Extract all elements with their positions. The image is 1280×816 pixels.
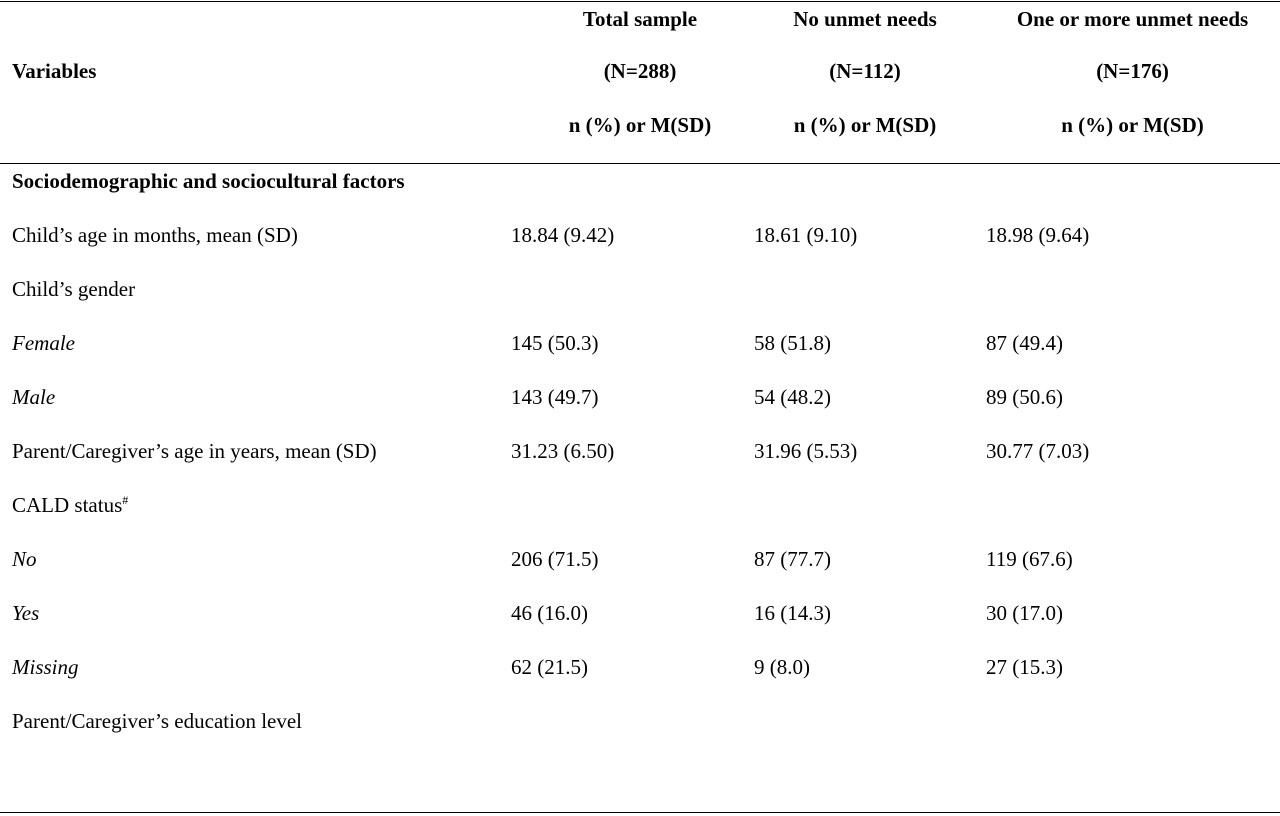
row-label-female: Female: [12, 331, 75, 355]
cell-female-one-or-more: 87 (49.4): [986, 331, 1063, 355]
header-no-unmet-stat: n (%) or M(SD): [793, 113, 937, 137]
cell-no-no-unmet: 87 (77.7): [754, 547, 831, 571]
cell-missing-no-unmet: 9 (8.0): [754, 655, 810, 679]
table-bottom-rule: [0, 812, 1280, 813]
row-label-caregiver-age: Parent/Caregiver’s age in years, mean (S…: [12, 439, 377, 463]
header-total-sample: Total sample: [582, 7, 698, 31]
header-variables: Variables: [12, 59, 97, 83]
cell-caregiver-age-one-or-more: 30.77 (7.03): [986, 439, 1090, 463]
row-label-male: Male: [12, 385, 56, 409]
cell-male-one-or-more: 89 (50.6): [986, 385, 1063, 409]
cell-child-age-one-or-more: 18.98 (9.64): [986, 223, 1090, 247]
row-label-no: No: [12, 547, 37, 571]
cell-yes-total: 46 (16.0): [511, 601, 588, 625]
cell-missing-one-or-more: 27 (15.3): [986, 655, 1063, 679]
cell-female-no-unmet: 58 (51.8): [754, 331, 831, 355]
header-one-or-more-stat: n (%) or M(SD): [1061, 113, 1204, 137]
row-label-missing: Missing: [12, 655, 79, 679]
cell-no-total: 206 (71.5): [511, 547, 599, 571]
row-label-caregiver-education: Parent/Caregiver’s education level: [12, 709, 303, 733]
cell-caregiver-age-no-unmet: 31.96 (5.53): [754, 439, 858, 463]
section-title: Sociodemographic and sociocultural facto…: [12, 169, 405, 193]
cell-caregiver-age-total: 31.23 (6.50): [511, 439, 615, 463]
row-label-cald-status: CALD status#: [12, 493, 128, 517]
cald-status-text: CALD status: [12, 493, 123, 517]
row-label-child-gender: Child’s gender: [12, 277, 136, 301]
cell-male-no-unmet: 54 (48.2): [754, 385, 831, 409]
header-bottom-rule: [0, 163, 1280, 164]
cell-child-age-no-unmet: 18.61 (9.10): [754, 223, 858, 247]
cell-female-total: 145 (50.3): [511, 331, 599, 355]
header-total-stat: n (%) or M(SD): [568, 113, 712, 137]
cell-no-one-or-more: 119 (67.6): [986, 547, 1073, 571]
header-one-or-more-unmet-needs: One or more unmet needs: [1016, 7, 1249, 31]
row-label-yes: Yes: [12, 601, 40, 625]
cell-child-age-total: 18.84 (9.42): [511, 223, 615, 247]
cell-missing-total: 62 (21.5): [511, 655, 588, 679]
cell-male-total: 143 (49.7): [511, 385, 599, 409]
header-one-or-more-n: (N=176): [1096, 59, 1169, 83]
header-no-unmet-n: (N=112): [829, 59, 901, 83]
cell-yes-no-unmet: 16 (14.3): [754, 601, 831, 625]
row-label-child-age: Child’s age in months, mean (SD): [12, 223, 298, 247]
table-top-rule: [0, 1, 1280, 2]
header-no-unmet-needs: No unmet needs: [793, 7, 937, 31]
header-total-n: (N=288): [603, 59, 677, 83]
cald-footnote-marker: #: [122, 493, 129, 507]
cell-yes-one-or-more: 30 (17.0): [986, 601, 1063, 625]
